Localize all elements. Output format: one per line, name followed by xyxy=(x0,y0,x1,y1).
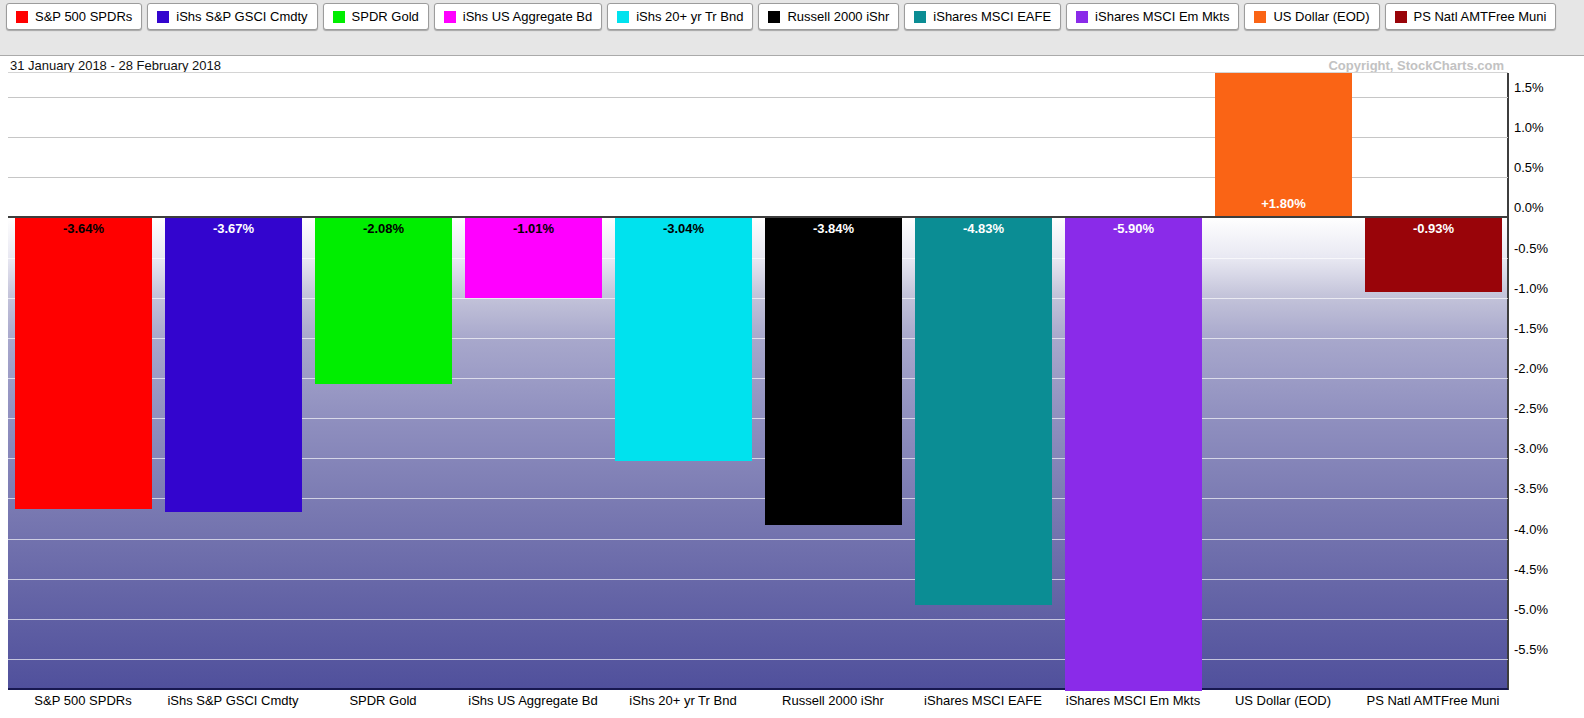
legend-item[interactable]: iShs US Aggregate Bd xyxy=(434,3,602,30)
gridline xyxy=(8,619,1508,620)
copyright-label: Copyright, StockCharts.com xyxy=(1328,58,1504,73)
bar: -3.84% xyxy=(765,218,902,525)
legend-item-label: PS Natl AMTFree Muni xyxy=(1414,9,1547,24)
y-axis-tick-label: -2.5% xyxy=(1514,402,1578,416)
bar-value-label: -0.93% xyxy=(1365,222,1502,236)
legend-item[interactable]: S&P 500 SPDRs xyxy=(6,3,142,30)
bar-value-label: -3.64% xyxy=(15,222,152,236)
zero-line xyxy=(8,216,1508,218)
y-axis-tick-label: 0.0% xyxy=(1514,201,1578,215)
gridline xyxy=(8,659,1508,660)
legend-item[interactable]: Russell 2000 iShr xyxy=(758,3,899,30)
y-axis-tick-label: -1.5% xyxy=(1514,322,1578,336)
y-axis-tick-label: -4.0% xyxy=(1514,523,1578,537)
bar-value-label: -1.01% xyxy=(465,222,602,236)
y-axis-tick-label: -4.5% xyxy=(1514,563,1578,577)
legend-swatch-icon xyxy=(157,11,169,23)
legend-item[interactable]: iShs 20+ yr Tr Bnd xyxy=(607,3,753,30)
gridline xyxy=(8,579,1508,580)
bar-value-label: +1.80% xyxy=(1215,197,1352,211)
x-axis-label: iShs 20+ yr Tr Bnd xyxy=(608,693,758,708)
legend-swatch-icon xyxy=(914,11,926,23)
bar-value-label: -3.84% xyxy=(765,222,902,236)
bar-value-label: -4.83% xyxy=(915,222,1052,236)
y-axis-tick-label: 1.0% xyxy=(1514,121,1578,135)
legend-item-label: iShares MSCI Em Mkts xyxy=(1095,9,1229,24)
legend-item[interactable]: PS Natl AMTFree Muni xyxy=(1385,3,1557,30)
legend-item[interactable]: SPDR Gold xyxy=(323,3,429,30)
legend-swatch-icon xyxy=(333,11,345,23)
legend-swatch-icon xyxy=(16,11,28,23)
gridline xyxy=(8,539,1508,540)
legend-item-label: Russell 2000 iShr xyxy=(787,9,889,24)
legend-swatch-icon xyxy=(1395,11,1407,23)
y-axis-tick-label: -3.5% xyxy=(1514,482,1578,496)
x-axis-label: S&P 500 SPDRs xyxy=(8,693,158,708)
legend-swatch-icon xyxy=(1076,11,1088,23)
legend-strip: S&P 500 SPDRs iShs S&P GSCI Cmdty SPDR Gol… xyxy=(0,0,1584,56)
legend-item-label: iShs US Aggregate Bd xyxy=(463,9,592,24)
x-axis-label: PS Natl AMTFree Muni xyxy=(1358,693,1508,708)
legend-row: S&P 500 SPDRs iShs S&P GSCI Cmdty SPDR Gol… xyxy=(6,3,1556,30)
bar: +1.80% xyxy=(1215,73,1352,216)
bar-value-label: -2.08% xyxy=(315,222,452,236)
bar: -4.83% xyxy=(915,218,1052,605)
x-axis-label: iShs US Aggregate Bd xyxy=(458,693,608,708)
bar: -2.08% xyxy=(315,218,452,384)
bar: -1.01% xyxy=(465,218,602,298)
legend-swatch-icon xyxy=(768,11,780,23)
y-axis-tick-label: 0.5% xyxy=(1514,161,1578,175)
y-axis-tick-label: 1.5% xyxy=(1514,81,1578,95)
plot-area: -3.64% -3.67% -2.08% -1.01% -3.04% -3.84% -4.8… xyxy=(8,72,1508,690)
legend-item-label: US Dollar (EOD) xyxy=(1273,9,1369,24)
y-axis-tick-label: -1.0% xyxy=(1514,282,1578,296)
bar-value-label: -3.67% xyxy=(165,222,302,236)
x-axis-label: iShares MSCI EAFE xyxy=(908,693,1058,708)
bar-value-label: -5.90% xyxy=(1065,222,1202,236)
legend-item-label: S&P 500 SPDRs xyxy=(35,9,132,24)
y-axis-tick-label: -3.0% xyxy=(1514,442,1578,456)
bar: -3.04% xyxy=(615,218,752,461)
perf-chart-page: S&P 500 SPDRsiShs S&P GSCI CmdtySPDR Gol… xyxy=(0,0,1584,718)
legend-swatch-icon xyxy=(617,11,629,23)
x-axis-label: US Dollar (EOD) xyxy=(1208,693,1358,708)
bar-value-label: -3.04% xyxy=(615,222,752,236)
bar: -0.93% xyxy=(1365,218,1502,292)
legend-item[interactable]: iShs S&P GSCI Cmdty xyxy=(147,3,317,30)
legend-item[interactable]: iShares MSCI Em Mkts xyxy=(1066,3,1239,30)
y-axis-tick-label: -5.5% xyxy=(1514,643,1578,657)
bar: -5.90% xyxy=(1065,218,1202,691)
legend-item-label: iShs 20+ yr Tr Bnd xyxy=(636,9,743,24)
x-axis-labels: S&P 500 SPDRsiShs S&P GSCI CmdtySPDR Gol… xyxy=(8,693,1508,708)
legend-item[interactable]: iShares MSCI EAFE xyxy=(904,3,1061,30)
bar: -3.67% xyxy=(165,218,302,512)
x-axis-label: Russell 2000 iShr xyxy=(758,693,908,708)
legend-item-label: iShs S&P GSCI Cmdty xyxy=(176,9,307,24)
y-axis-tick-label: -5.0% xyxy=(1514,603,1578,617)
legend-item-label: iShares MSCI EAFE xyxy=(933,9,1051,24)
y-axis-tick-label: -0.5% xyxy=(1514,242,1578,256)
legend-item[interactable]: US Dollar (EOD) xyxy=(1244,3,1379,30)
bar: -3.64% xyxy=(15,218,152,509)
y-axis-tick-label: -2.0% xyxy=(1514,362,1578,376)
legend-swatch-icon xyxy=(1254,11,1266,23)
date-range-label: 31 January 2018 - 28 February 2018 xyxy=(10,58,221,73)
legend-swatch-icon xyxy=(444,11,456,23)
x-axis-label: SPDR Gold xyxy=(308,693,458,708)
x-axis-label: iShares MSCI Em Mkts xyxy=(1058,693,1208,708)
legend-item-label: SPDR Gold xyxy=(352,9,419,24)
x-axis-label: iShs S&P GSCI Cmdty xyxy=(158,693,308,708)
x-axis-line xyxy=(8,688,1508,690)
y-axis-line xyxy=(1507,73,1509,690)
